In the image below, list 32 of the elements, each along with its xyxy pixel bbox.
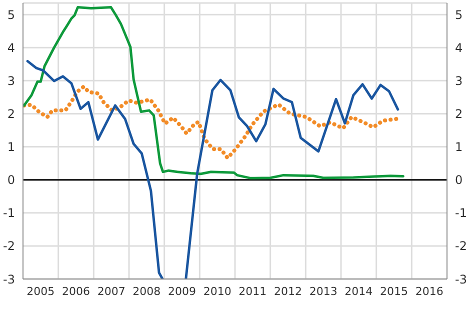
x-tick-label: 2016 [415,284,444,298]
x-tick-label: 2012 [274,284,302,298]
y-tick-label: 2 [7,106,15,121]
y-tick-label: 3 [7,74,15,88]
x-tick-label: 2009 [168,284,196,298]
y-tick-label: 5 [7,8,15,22]
y-tick-label: 0 [7,173,15,188]
x-tick-label: 2014 [344,284,373,298]
x-tick-label: 2008 [132,284,161,298]
y2-tick-label: -3 [455,272,467,286]
x-tick-label: 2010 [203,284,232,298]
y-tick-label: 4 [7,40,15,55]
x-tick-label: 2006 [62,284,90,298]
y-tick-label: -3 [3,272,15,286]
y2-tick-label: 5 [455,8,463,22]
y2-tick-label: -2 [455,239,467,254]
y-tick-label: -2 [3,239,15,254]
y2-tick-label: 4 [455,40,463,55]
x-tick-label: 2007 [97,284,126,298]
line-series [23,6,404,180]
y-tick-label: -1 [3,206,15,220]
x-tick-label: 2011 [238,284,267,298]
x-tick-label: 2015 [380,284,408,298]
x-tick-label: 2005 [26,284,55,298]
y2-tick-label: -1 [455,206,467,220]
y2-tick-label: 2 [455,106,463,121]
x-tick-label: 2013 [309,284,338,298]
line-series [23,84,400,160]
y-tick-label: 1 [7,140,15,154]
y2-tick-label: 1 [455,140,463,154]
y2-tick-label: 0 [455,173,463,188]
y2-tick-label: 3 [455,74,463,88]
